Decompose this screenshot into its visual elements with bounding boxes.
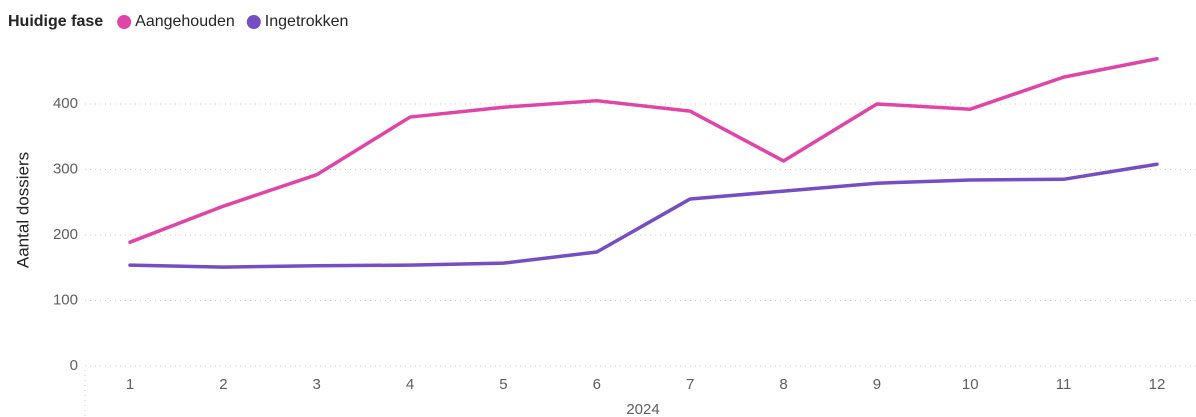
- x-tick-label: 7: [686, 376, 694, 393]
- legend-title: Huidige fase: [8, 13, 103, 30]
- x-tick-label: 10: [962, 376, 979, 393]
- x-tick-label: 12: [1149, 376, 1166, 393]
- x-tick-label: 2: [219, 376, 227, 393]
- x-axis-title: 2024: [626, 401, 659, 417]
- x-tick-label: 6: [593, 376, 601, 393]
- x-tick-label: 5: [499, 376, 507, 393]
- legend-label: Ingetrokken: [265, 13, 349, 30]
- y-tick-label: 400: [53, 95, 78, 112]
- legend-marker: [117, 15, 132, 29]
- x-tick-label: 3: [313, 376, 321, 393]
- x-tick-label: 4: [406, 376, 414, 393]
- y-tick-label: 100: [53, 291, 78, 308]
- x-tick-label: 8: [779, 376, 787, 393]
- y-tick-label: 0: [70, 357, 78, 374]
- x-tick-label: 9: [873, 376, 881, 393]
- y-tick-label: 300: [53, 160, 78, 177]
- series-line: [128, 162, 1159, 269]
- y-tick-label: 200: [53, 226, 78, 243]
- y-axis-title: Aantal dossiers: [13, 152, 32, 268]
- legend-label: Aangehouden: [135, 13, 235, 30]
- x-tick-label: 1: [126, 376, 134, 393]
- series-line: [128, 57, 1159, 244]
- legend-marker: [246, 15, 261, 29]
- x-tick-label: 11: [1056, 376, 1072, 393]
